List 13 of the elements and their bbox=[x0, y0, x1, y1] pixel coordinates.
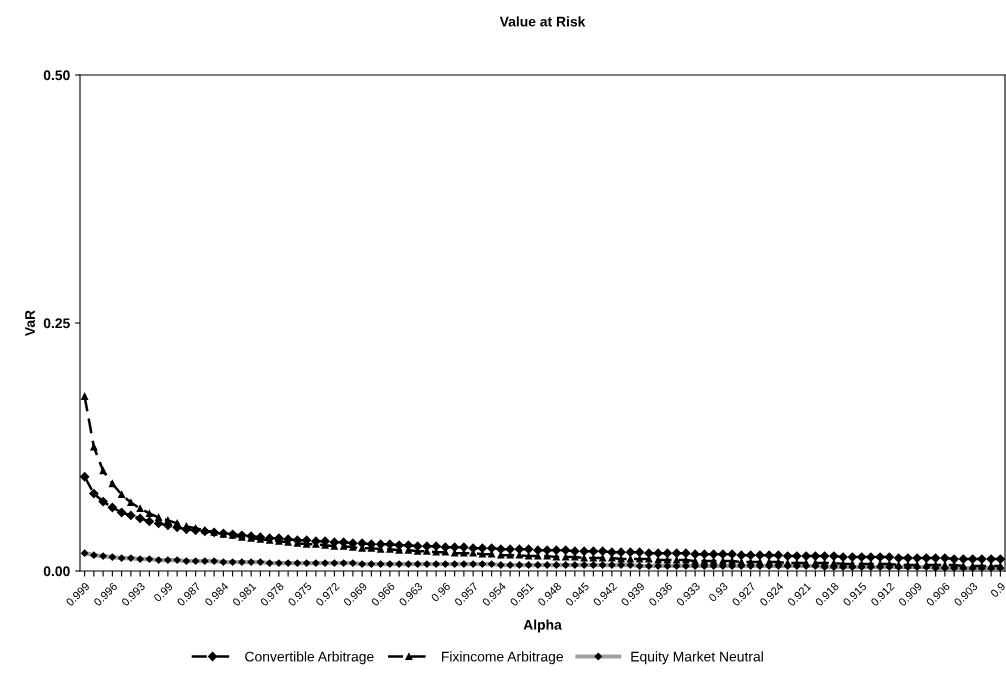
legend-label: Equity Market Neutral bbox=[631, 651, 763, 665]
x-tick-label: 0.96 bbox=[430, 581, 451, 603]
chart-title: Value at Risk bbox=[499, 16, 586, 27]
y-tick-label: 0.50 bbox=[43, 70, 70, 81]
legend-label: Fixincome Arbitrage bbox=[441, 651, 563, 665]
y-tick-label: 0.00 bbox=[43, 566, 70, 577]
legend-label: Convertible Arbitrage bbox=[245, 651, 374, 665]
x-tick-label: 0.93 bbox=[708, 581, 729, 603]
y-tick-label: 0.25 bbox=[43, 318, 70, 329]
x-axis-title: Alpha bbox=[523, 619, 562, 633]
x-tick-label: 0.99 bbox=[153, 581, 174, 603]
x-tick-label: 0.9 bbox=[989, 582, 1006, 598]
y-axis-title: VaR bbox=[25, 310, 35, 337]
